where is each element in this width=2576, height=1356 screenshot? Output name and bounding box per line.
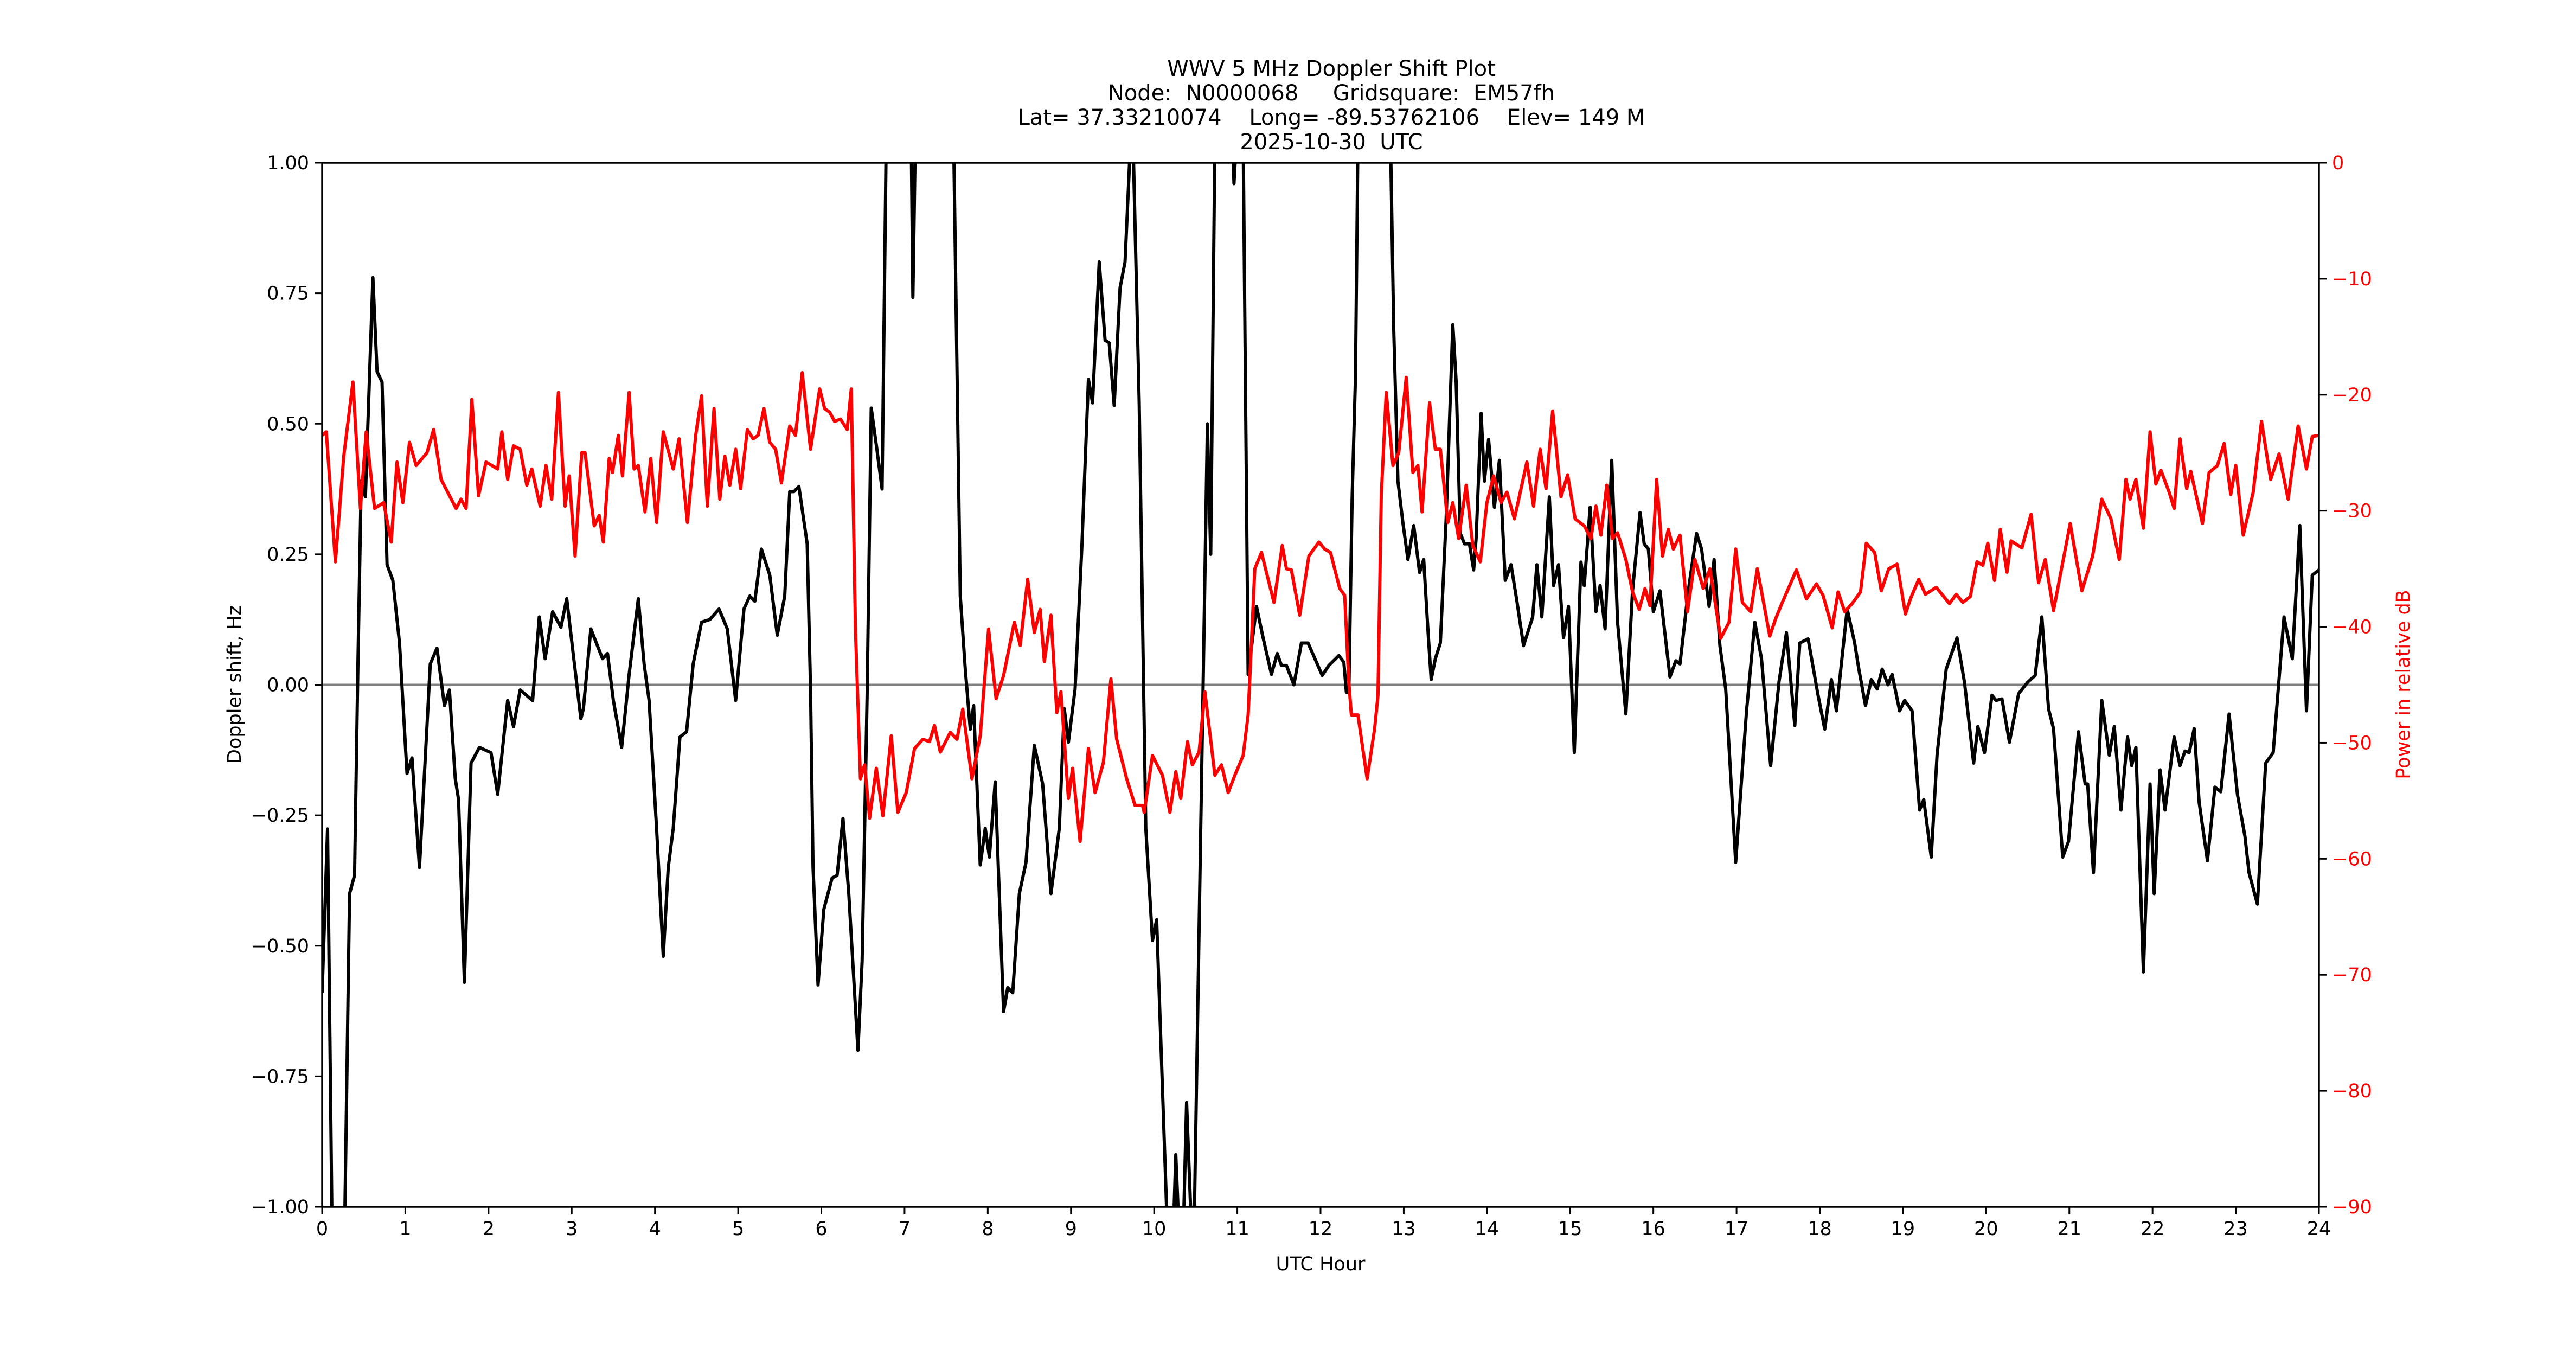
x-tick-label: 17 — [1725, 1218, 1749, 1240]
chart-title: WWV 5 MHz Doppler Shift Plot Node: N0000… — [1018, 56, 1645, 155]
x-axis-ticks: 0 1 2 3 4 5 6 7 8 9 10 11 12 13 14 15 16 17 18 19 20 21 22 23 24 — [316, 1207, 2331, 1240]
x-tick-label: 18 — [1808, 1218, 1832, 1240]
y-left-tick-label: −1.00 — [251, 1197, 309, 1218]
x-tick-label: 23 — [2223, 1218, 2248, 1240]
x-tick-label: 15 — [1558, 1218, 1582, 1240]
y-right-tick-label: −40 — [2332, 617, 2372, 638]
x-tick-label: 11 — [1225, 1218, 1249, 1240]
y-right-tick-label: −10 — [2332, 268, 2372, 290]
x-tick-label: 9 — [1065, 1218, 1077, 1240]
y-right-tick-label: −80 — [2332, 1080, 2372, 1102]
x-tick-label: 22 — [2141, 1218, 2165, 1240]
y-right-tick-label: −70 — [2332, 964, 2372, 986]
y-left-tick-label: 0.50 — [267, 413, 309, 435]
y-right-tick-label: −90 — [2332, 1197, 2372, 1218]
y-left-tick-label: −0.50 — [251, 936, 309, 957]
x-tick-label: 7 — [899, 1218, 911, 1240]
x-tick-label: 12 — [1309, 1218, 1333, 1240]
y-right-tick-label: −20 — [2332, 385, 2372, 406]
x-axis-label: UTC Hour — [1276, 1253, 1366, 1275]
y-left-tick-label: −0.75 — [251, 1066, 309, 1088]
y-right-tick-label: −30 — [2332, 501, 2372, 522]
y-axis-right-label: Power in relative dB — [2393, 590, 2414, 779]
x-tick-label: 6 — [815, 1218, 827, 1240]
x-tick-label: 21 — [2057, 1218, 2081, 1240]
x-tick-label: 16 — [1641, 1218, 1665, 1240]
x-tick-label: 2 — [483, 1218, 495, 1240]
y-axis-left-ticks: 1.00 0.75 0.50 0.25 0.00 −0.25 −0.50 −0.75 −1.00 — [251, 152, 322, 1218]
title-line-4-date: 2025-10-30 UTC — [1240, 130, 1422, 155]
title-line-1: WWV 5 MHz Doppler Shift Plot — [1167, 56, 1496, 81]
y-left-tick-label: 0.00 — [267, 675, 309, 696]
y-right-tick-label: −50 — [2332, 732, 2372, 754]
title-line-3-location: Lat= 37.33210074 Long= -89.53762106 Elev… — [1018, 105, 1645, 130]
x-tick-label: 1 — [399, 1218, 411, 1240]
y-axis-left-label: Doppler shift, Hz — [224, 605, 246, 764]
x-tick-label: 10 — [1142, 1218, 1167, 1240]
y-right-tick-label: −60 — [2332, 848, 2372, 870]
y-axis-right-ticks: 0 −10 −20 −30 −40 −50 −60 −70 −80 −90 — [2319, 152, 2372, 1218]
y-left-tick-label: 1.00 — [267, 152, 309, 174]
x-tick-label: 3 — [566, 1218, 578, 1240]
x-tick-label: 4 — [649, 1218, 661, 1240]
x-tick-label: 5 — [732, 1218, 744, 1240]
x-tick-label: 20 — [1974, 1218, 1998, 1240]
title-line-2-node-gridsquare: Node: N0000068 Gridsquare: EM57fh — [1108, 81, 1555, 106]
x-tick-label: 14 — [1475, 1218, 1500, 1240]
doppler-shift-line — [322, 163, 2319, 1207]
y-left-tick-label: 0.75 — [267, 283, 309, 305]
x-tick-label: 13 — [1392, 1218, 1416, 1240]
y-left-tick-label: −0.25 — [251, 805, 309, 827]
power-db-line — [322, 371, 2319, 843]
x-tick-label: 0 — [316, 1218, 328, 1240]
y-right-tick-label: 0 — [2332, 152, 2344, 174]
x-tick-label: 8 — [982, 1218, 994, 1240]
y-left-tick-label: 0.25 — [267, 544, 309, 566]
x-tick-label: 24 — [2307, 1218, 2331, 1240]
x-tick-label: 19 — [1891, 1218, 1915, 1240]
